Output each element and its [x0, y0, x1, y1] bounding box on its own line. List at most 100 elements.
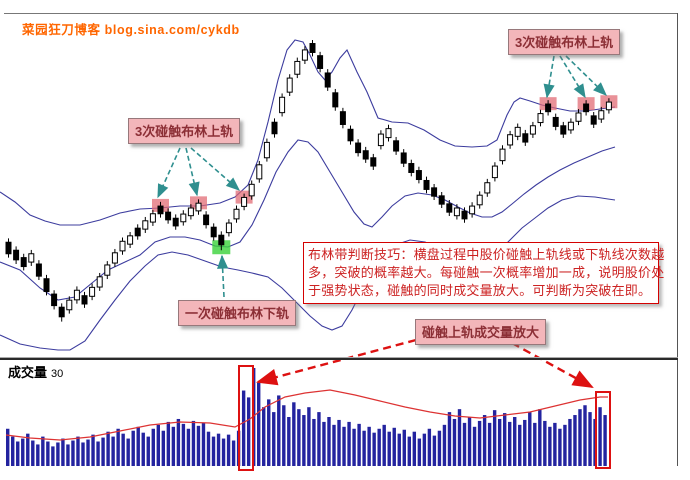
candle: [5, 238, 12, 258]
candle-body: [256, 164, 263, 180]
volume-bar: [523, 419, 527, 466]
candle: [294, 57, 301, 79]
volume-bar: [292, 402, 296, 466]
candle: [172, 214, 179, 230]
candle-body: [377, 133, 384, 147]
volume-bar: [81, 442, 85, 466]
volume-highlight-rects: [238, 365, 611, 471]
candle-body: [81, 295, 88, 305]
candle-body: [469, 205, 476, 215]
candle: [127, 232, 134, 248]
candle: [35, 260, 42, 280]
volume-bar: [136, 426, 140, 466]
volume-bar: [598, 407, 602, 466]
volume-bar: [302, 415, 306, 466]
volume-bar: [36, 444, 40, 466]
volume-bar: [422, 433, 427, 466]
candle: [309, 40, 316, 57]
candle: [598, 106, 605, 123]
volume-bar: [241, 390, 246, 466]
candle-body: [157, 205, 164, 215]
volume-bar: [76, 436, 80, 466]
volume-bar: [131, 430, 135, 466]
candle-body: [271, 121, 278, 135]
volume-bar: [91, 434, 95, 466]
candle: [317, 51, 324, 73]
volume-bar: [106, 431, 110, 466]
candle-body: [476, 194, 483, 206]
volume-bar: [282, 405, 286, 466]
candle-body: [172, 217, 179, 227]
volume-bar: [432, 435, 437, 466]
candle: [248, 180, 255, 200]
volume-bar: [447, 412, 452, 466]
volume-bar: [563, 424, 567, 466]
candle: [423, 176, 430, 194]
candle: [81, 291, 88, 308]
volume-bar: [417, 438, 422, 466]
bollinger-upper-band: [0, 39, 616, 226]
candle: [590, 112, 597, 128]
candle-body: [499, 148, 506, 162]
annotation-upper-touch-right-label: 3次碰触布林上轨: [508, 29, 621, 55]
candle-body: [567, 121, 574, 131]
annotation-lower-touch-label: 一次碰触布林下轨: [178, 300, 297, 326]
candle-body: [408, 163, 415, 173]
volume-bar: [357, 423, 361, 466]
candle-body: [514, 126, 521, 137]
volume-bar: [327, 417, 331, 466]
touch-pointer-arrow: [543, 55, 555, 99]
candle-body: [431, 187, 438, 197]
volume-bar: [312, 418, 316, 466]
volume-bar: [161, 430, 166, 466]
candle: [58, 303, 65, 322]
candle: [187, 204, 194, 220]
candle: [560, 121, 567, 138]
volume-bar: [392, 427, 396, 466]
volume-bar: [317, 412, 321, 466]
candle-body: [461, 210, 468, 220]
candle-body: [225, 222, 232, 234]
candle: [195, 199, 202, 215]
volume-bar: [533, 422, 537, 466]
volume-pointer-arrow: [255, 338, 417, 386]
candle: [453, 204, 460, 220]
volume-bar: [322, 421, 326, 466]
volume-bar: [502, 413, 507, 466]
volume-bar: [462, 422, 467, 466]
volume-bar: [56, 442, 60, 466]
volume-bar: [216, 433, 221, 466]
volume-bar: [26, 433, 30, 466]
candle: [476, 191, 483, 209]
candle: [51, 290, 58, 310]
candle-body: [324, 72, 331, 88]
candle: [605, 98, 612, 114]
candle: [218, 231, 225, 251]
note-line-2: 多，突破的概率越大。每碰触一次概率增加一成，说明股价处: [308, 265, 665, 280]
candle-body: [165, 211, 172, 221]
candle: [484, 178, 491, 197]
volume-bar: [146, 436, 150, 466]
candle: [28, 249, 35, 266]
candle: [324, 69, 331, 91]
candle-body: [43, 278, 50, 293]
volume-bar: [201, 422, 206, 466]
volume-bar: [372, 432, 376, 466]
candle-body: [347, 128, 354, 142]
candle: [20, 253, 27, 271]
volume-bar: [141, 432, 145, 466]
volume-bar: [166, 421, 171, 466]
touch-pointer-arrow: [190, 147, 241, 191]
volume-bar: [46, 441, 50, 466]
candle-body: [400, 152, 407, 164]
candle-body: [393, 140, 400, 152]
candle: [370, 153, 377, 170]
candle-body: [605, 101, 612, 111]
volume-bar: [191, 420, 196, 466]
candle: [89, 283, 96, 301]
volume-bar: [568, 418, 572, 466]
volume-bar: [558, 428, 562, 466]
candle-body: [134, 227, 141, 237]
volume-bar: [397, 433, 401, 466]
